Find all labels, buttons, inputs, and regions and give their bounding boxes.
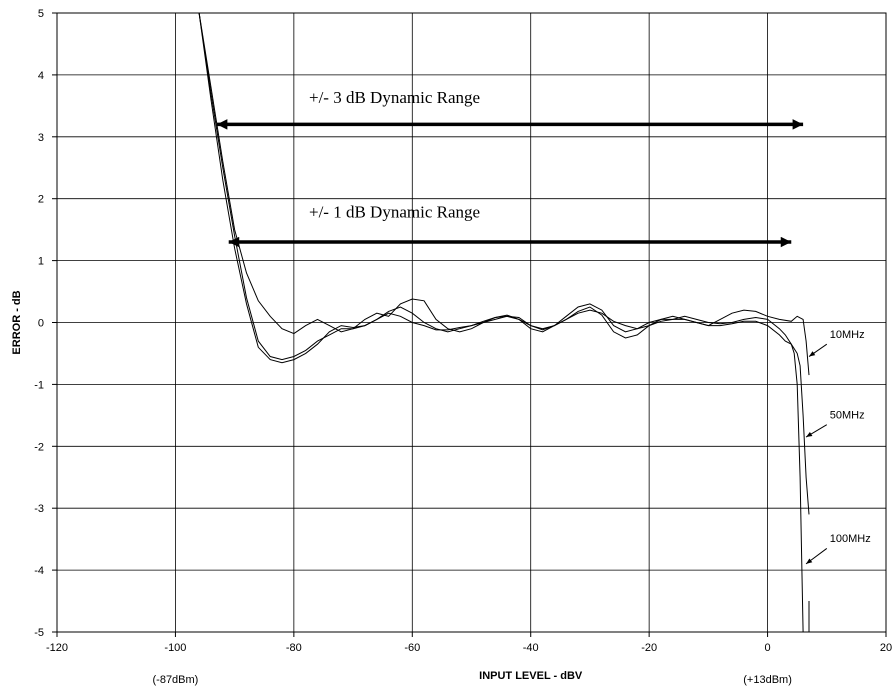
- x-axis-title: INPUT LEVEL - dBV: [479, 670, 583, 682]
- y-tick-label: 1: [38, 256, 44, 268]
- annotations: 10MHz 50MHz 100MHz +/- 3 dB Dynamic Range +/…: [216, 88, 871, 565]
- x-tick-label: -60: [404, 642, 420, 654]
- series-line-50MHz: [198, 12, 810, 515]
- gridlines: [56, 12, 887, 633]
- series-line-100MHz: [198, 12, 804, 633]
- series-label-100MHz: 100MHz: [830, 533, 871, 545]
- y-tick-label: 5: [38, 8, 44, 20]
- series-label-arrow: [808, 343, 828, 357]
- series-lines: [198, 12, 810, 633]
- series-line-10MHz: [198, 12, 810, 376]
- x-tick-label: -120: [46, 642, 68, 654]
- y-tick-label: -4: [34, 565, 44, 577]
- y-tick-label: -1: [34, 379, 44, 391]
- series-label-arrow: [805, 424, 828, 438]
- x-tick-label: 0: [765, 642, 771, 654]
- dynamic-range-label: +/- 1 dB Dynamic Range: [309, 202, 480, 221]
- y-tick-label: -2: [34, 441, 44, 453]
- y-tick-label: -3: [34, 503, 44, 515]
- y-tick-label: 4: [38, 70, 44, 82]
- y-tick-label: -5: [34, 627, 44, 639]
- series-label-arrow: [805, 548, 828, 565]
- x-tick-label: 20: [880, 642, 892, 654]
- x-tick-label: -100: [164, 642, 186, 654]
- x-tick-label: -20: [641, 642, 657, 654]
- axes: -120 -100 -80 -60 -40 -20 0 20 -5 -4 -3 -2 -1 0 1 2 3 4 5 I…: [11, 8, 892, 686]
- x-tick-label: -40: [523, 642, 539, 654]
- dynamic-range-label: +/- 3 dB Dynamic Range: [309, 88, 480, 107]
- x-tick-label: -80: [286, 642, 302, 654]
- x-annotation-label: (-87dBm): [153, 674, 199, 686]
- series-label-10MHz: 10MHz: [830, 329, 865, 341]
- y-tick-label: 3: [38, 132, 44, 144]
- y-tick-label: 0: [38, 318, 44, 330]
- y-tick-label: 2: [38, 194, 44, 206]
- series-label-50MHz: 50MHz: [830, 409, 865, 421]
- x-annotation-label: (+13dBm): [743, 674, 792, 686]
- y-axis-title: ERROR - dB: [11, 290, 23, 354]
